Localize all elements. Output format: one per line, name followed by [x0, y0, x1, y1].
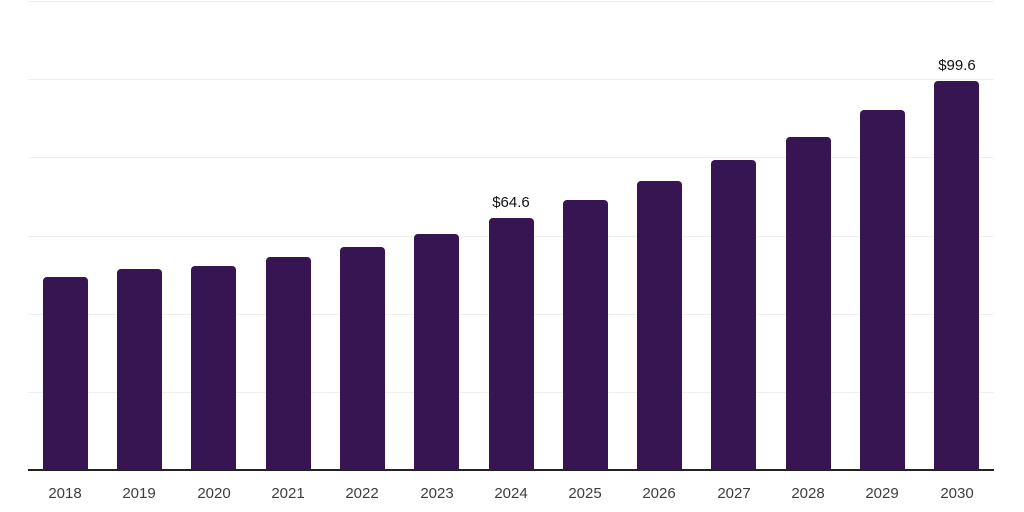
x-tick-label-2022: 2022 — [345, 485, 379, 502]
bar-2020 — [191, 266, 236, 470]
x-axis-line — [28, 469, 994, 471]
bar-2022 — [340, 247, 385, 470]
x-tick-label-2028: 2028 — [791, 485, 825, 502]
x-tick-label-2030: 2030 — [940, 485, 974, 502]
gridline-120 — [28, 1, 994, 2]
x-tick-label-2021: 2021 — [271, 485, 305, 502]
x-tick-label-2029: 2029 — [865, 485, 899, 502]
bar-2027 — [711, 160, 756, 470]
x-tick-label-2023: 2023 — [420, 485, 454, 502]
x-tick-label-2026: 2026 — [642, 485, 676, 502]
bar-2029 — [860, 110, 905, 470]
x-tick-label-2019: 2019 — [122, 485, 156, 502]
data-label-2030: $99.6 — [938, 57, 976, 74]
bar-2018 — [43, 277, 88, 470]
x-tick-label-2027: 2027 — [717, 485, 751, 502]
bar-2030 — [934, 81, 979, 470]
data-label-2024: $64.6 — [492, 194, 530, 211]
x-tick-label-2018: 2018 — [48, 485, 82, 502]
gridline-100 — [28, 79, 994, 80]
bar-2024 — [489, 218, 534, 470]
bar-2021 — [266, 257, 311, 470]
x-tick-label-2025: 2025 — [568, 485, 602, 502]
bar-2025 — [563, 200, 608, 470]
bar-2026 — [637, 181, 682, 470]
x-tick-label-2020: 2020 — [197, 485, 231, 502]
gridline-80 — [28, 157, 994, 158]
bar-2023 — [414, 234, 459, 470]
bar-2028 — [786, 137, 831, 470]
bar-2019 — [117, 269, 162, 470]
x-tick-label-2024: 2024 — [494, 485, 528, 502]
